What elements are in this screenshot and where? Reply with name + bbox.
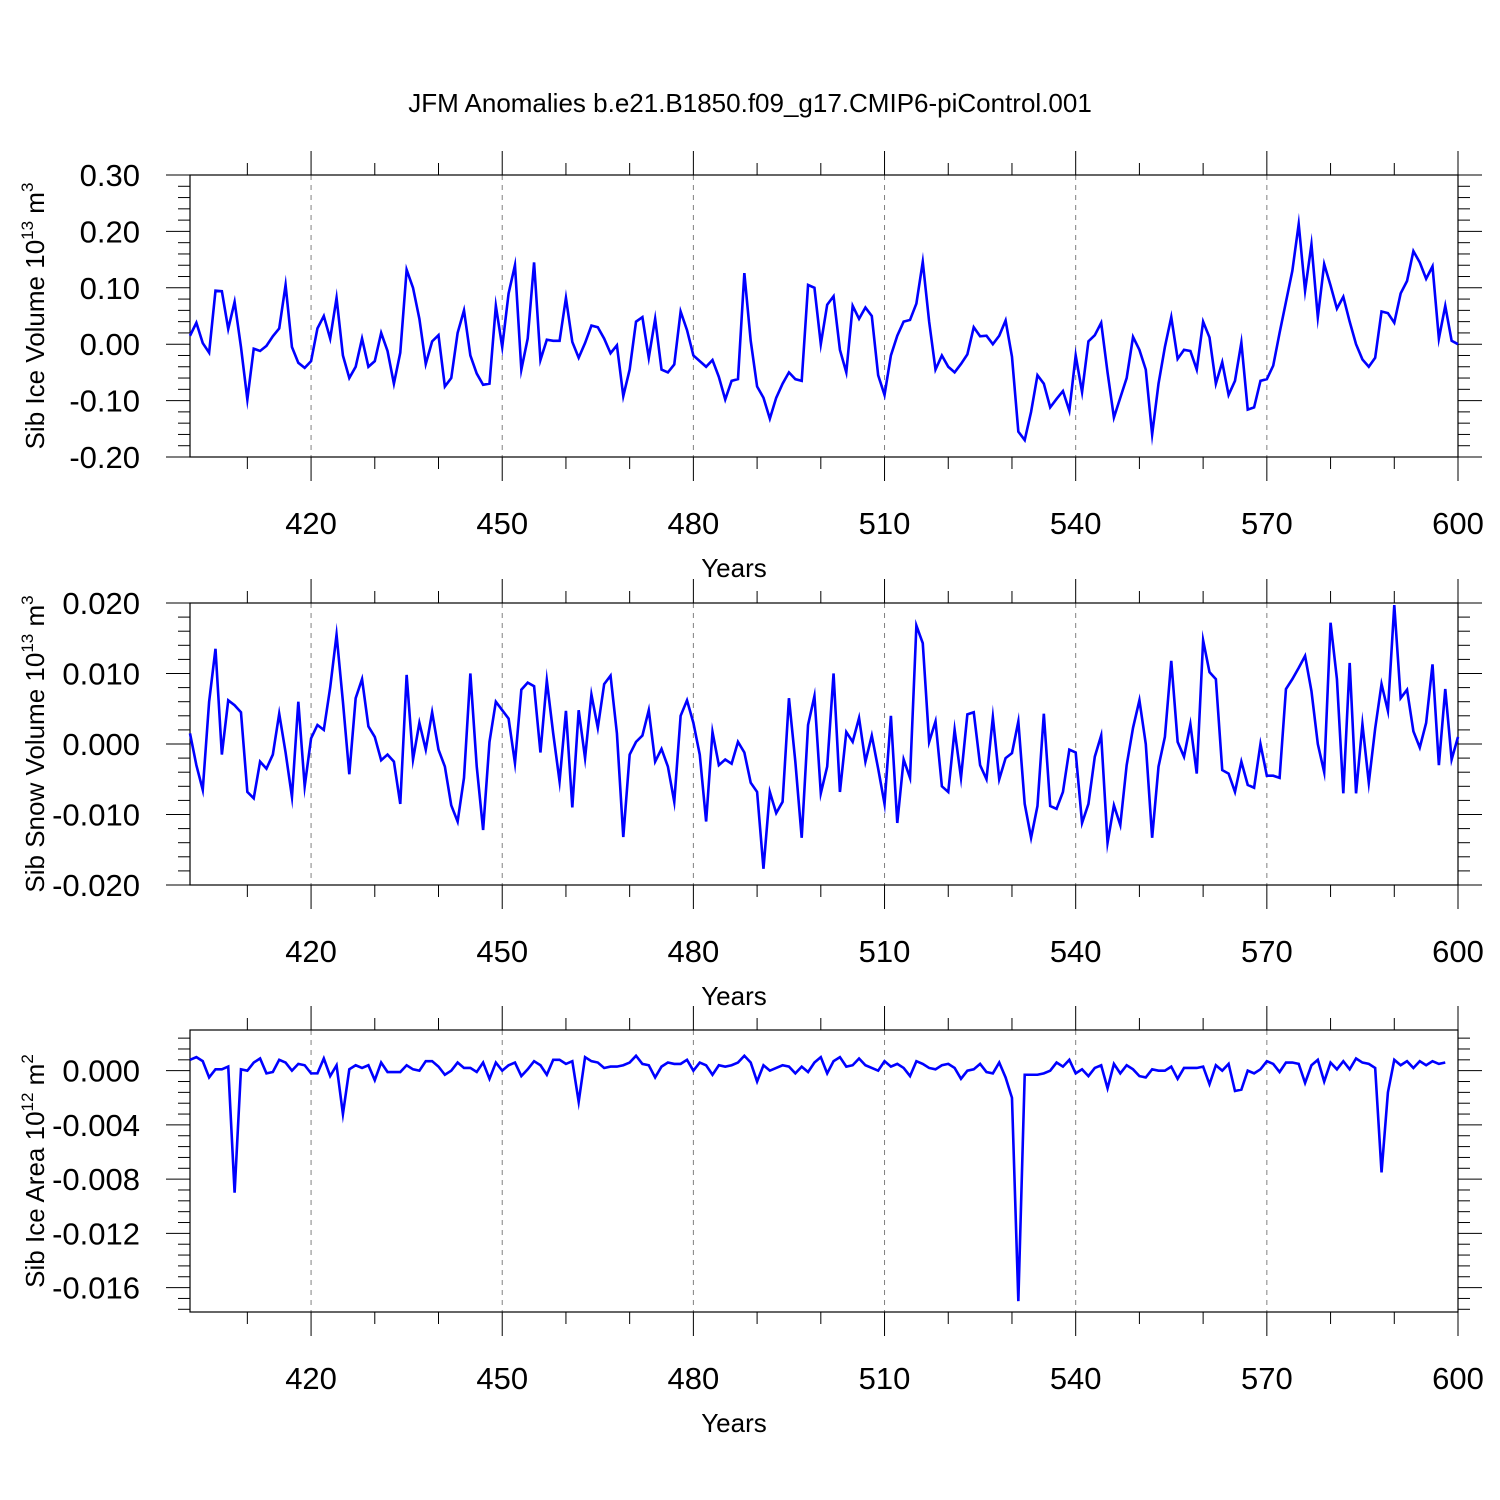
series-line xyxy=(189,1053,1446,1302)
y-tick-label: -0.016 xyxy=(52,1271,140,1306)
x-tick-label: 570 xyxy=(1241,1361,1293,1396)
y-axis-label: Sib Ice Area 1012 m2 xyxy=(18,1054,50,1288)
y-axis-label: Sib Snow Volume 1013 m3 xyxy=(18,595,50,892)
x-tick-label: 600 xyxy=(1432,506,1484,541)
y-tick-label: -0.010 xyxy=(52,798,140,833)
x-axis-label: Years xyxy=(701,553,767,583)
x-tick-label: 420 xyxy=(285,1361,337,1396)
y-tick-label: 0.30 xyxy=(80,158,140,193)
series-line xyxy=(188,605,1460,869)
x-tick-label: 480 xyxy=(668,934,720,969)
plot-frame xyxy=(189,602,1459,886)
x-tick-label: 450 xyxy=(476,934,528,969)
x-tick-label: 420 xyxy=(285,934,337,969)
x-tick-label: 570 xyxy=(1241,934,1293,969)
x-tick-label: 540 xyxy=(1050,934,1102,969)
x-tick-label: 450 xyxy=(476,506,528,541)
x-tick-label: 510 xyxy=(859,1361,911,1396)
x-tick-label: 510 xyxy=(859,506,911,541)
x-tick-label: 420 xyxy=(285,506,337,541)
y-tick-label: -0.008 xyxy=(52,1162,140,1197)
y-tick-label: -0.20 xyxy=(69,440,140,475)
x-tick-label: 540 xyxy=(1050,1361,1102,1396)
x-tick-label: 480 xyxy=(668,506,720,541)
x-tick-label: 540 xyxy=(1050,506,1102,541)
x-axis-label: Years xyxy=(701,981,767,1011)
y-tick-label: 0.020 xyxy=(62,586,140,621)
y-tick-label: -0.10 xyxy=(69,384,140,419)
y-tick-label: 0.20 xyxy=(80,214,140,249)
x-tick-label: 600 xyxy=(1432,934,1484,969)
chart-panels: 420 450 480 510 540 570 600 -0.20 -0.10 0.00 0.10 0… xyxy=(18,151,1484,1438)
x-tick-label: 450 xyxy=(476,1361,528,1396)
x-axis-label: Years xyxy=(701,1408,767,1438)
x-tick-label: 600 xyxy=(1432,1361,1484,1396)
figure-title: JFM Anomalies b.e21.B1850.f09_g17.CMIP6-… xyxy=(408,88,1092,118)
chart-panel-1: 420 450 480 510 540 570 600 -0.20 -0.10 0.00 0.10 0… xyxy=(18,151,1484,583)
y-tick-label: 0.00 xyxy=(80,327,140,362)
x-tick-label: 480 xyxy=(668,1361,720,1396)
plot-frame xyxy=(189,1029,1459,1313)
y-tick-label: -0.020 xyxy=(52,868,140,903)
y-tick-label: 0.000 xyxy=(62,727,140,762)
y-tick-label: 0.000 xyxy=(62,1054,140,1089)
chart-panel-2: 420 450 480 510 540 570 600 -0.020 -0.010 0.000 0.… xyxy=(18,579,1484,1011)
x-tick-label: 570 xyxy=(1241,506,1293,541)
series-line xyxy=(188,212,1459,447)
y-tick-label: -0.012 xyxy=(52,1216,140,1251)
y-tick-label: -0.004 xyxy=(52,1108,140,1143)
plot-frame xyxy=(189,174,1459,458)
y-tick-label: 0.10 xyxy=(80,271,140,306)
chart-panel-3: 420 450 480 510 540 570 600 -0.016 -0.012 -0.008 -… xyxy=(18,1006,1484,1438)
x-tick-label: 510 xyxy=(859,934,911,969)
y-axis-label: Sib Ice Volume 1013 m3 xyxy=(18,183,50,450)
y-tick-label: 0.010 xyxy=(62,657,140,692)
